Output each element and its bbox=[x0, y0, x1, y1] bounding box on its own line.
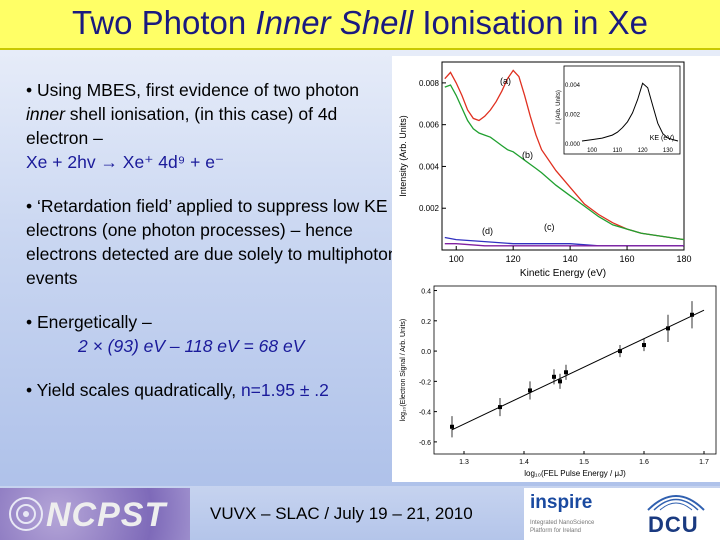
bullet-4-exponent: n=1.95 ± .2 bbox=[240, 380, 329, 400]
bullet-1: • Using MBES, first evidence of two phot… bbox=[26, 78, 398, 174]
bullet-list: • Using MBES, first evidence of two phot… bbox=[26, 78, 398, 422]
inspire-logo-text: inspire bbox=[530, 492, 593, 513]
dcu-logo-text: DCU bbox=[648, 512, 699, 537]
spectrum-x-tick-label-0: 100 bbox=[449, 254, 464, 264]
title-bar bbox=[0, 0, 720, 50]
figure-svg: 100 120 140 160 180 0.002 0.004 0.006 0.008 Kinet… bbox=[398, 61, 717, 478]
scatter-x-axis-label: log₁₀(FEL Pulse Energy / μJ) bbox=[524, 469, 626, 478]
dcu-arc-icon bbox=[647, 495, 705, 511]
scatter-x-tick-label-3: 1.6 bbox=[639, 459, 649, 466]
scatter-point-1 bbox=[498, 405, 502, 410]
spectrum-series-0 bbox=[444, 69, 685, 241]
inset-series-0 bbox=[581, 82, 679, 142]
scatter-point-2 bbox=[528, 388, 532, 393]
ncpst-logo: NCPST bbox=[0, 488, 190, 540]
inspire-subtitle-2: Platform for Ireland bbox=[530, 528, 582, 534]
scatter-x-tick-label-2: 1.5 bbox=[579, 459, 589, 466]
scatter-point-9 bbox=[690, 312, 694, 317]
spectrum-frame bbox=[441, 61, 685, 251]
spectrum-x-tick-label-3: 160 bbox=[620, 254, 635, 264]
scatter-x-tick-label-1: 1.4 bbox=[519, 459, 529, 466]
scatter-x-tick-label-4: 1.7 bbox=[699, 459, 709, 466]
inset-x-tick-label-3: 130 bbox=[663, 148, 674, 154]
scatter-point-4 bbox=[558, 379, 562, 384]
scatter-point-7 bbox=[642, 343, 646, 348]
inset-x-tick-label-1: 110 bbox=[613, 148, 623, 154]
spectrum-series-3 bbox=[444, 243, 684, 247]
bullet-3-head: • Energetically – bbox=[26, 312, 152, 332]
spectrum-annotation-2: (c) bbox=[544, 222, 555, 232]
spectrum-y-tick-label-3: 0.008 bbox=[419, 79, 440, 88]
slide-title: Two Photon Inner Shell Ionisation in Xe bbox=[0, 4, 720, 42]
spectrum-annotation-1: (b) bbox=[522, 150, 533, 160]
scatter-frame bbox=[433, 285, 717, 455]
figure-panel: 100 120 140 160 180 0.002 0.004 0.006 0.008 Kinet… bbox=[392, 56, 720, 482]
scatter-fit-line bbox=[451, 309, 705, 431]
conference-text: VUVX – SLAC / July 19 – 21, 2010 bbox=[210, 504, 473, 523]
inset-x-axis-label: KE (eV) bbox=[650, 135, 675, 142]
partner-logos: inspire Integrated NanoScience Platform … bbox=[524, 488, 720, 540]
spectrum-annotation-0: (a) bbox=[500, 76, 511, 86]
title-part-3: Ionisation in Xe bbox=[413, 4, 649, 41]
inspire-subtitle-1: Integrated NanoScience bbox=[530, 520, 595, 526]
scatter-y-axis-label: log₁₀(Electron Signal / Arb. Units) bbox=[400, 319, 407, 422]
scatter-y-tick-label-0: -0.6 bbox=[419, 440, 431, 447]
spectrum-x-axis-label: Kinetic Energy (eV) bbox=[520, 268, 606, 279]
scatter-point-5 bbox=[564, 370, 568, 375]
scatter-x-tick-label-0: 1.3 bbox=[459, 459, 469, 466]
bullet-3: • Energetically – 2 × (93) eV – 118 eV =… bbox=[26, 310, 398, 358]
scatter-point-0 bbox=[450, 424, 454, 429]
spectrum-series-1 bbox=[444, 84, 685, 241]
title-part-1: Two Photon bbox=[71, 4, 256, 41]
inset-y-tick-label-2: 0.004 bbox=[565, 83, 581, 89]
spectrum-series-2 bbox=[444, 236, 684, 247]
spectrum-x-tick-label-2: 140 bbox=[563, 254, 578, 264]
scatter-y-tick-label-1: -0.4 bbox=[419, 410, 431, 417]
bullet-1-inner: inner bbox=[26, 104, 65, 124]
ncpst-logo-text: NCPST bbox=[46, 496, 167, 534]
spectrum-annotation-3: (d) bbox=[482, 226, 493, 236]
bullet-1-text-b: shell ionisation, (in this case) of 4d e… bbox=[26, 104, 338, 148]
bullet-1-text-a: • Using MBES, first evidence of two phot… bbox=[26, 80, 359, 100]
spectrum-y-tick-label-2: 0.006 bbox=[419, 121, 440, 130]
scatter-y-tick-label-4: 0.2 bbox=[421, 319, 431, 326]
inset-y-tick-label-0: 0.000 bbox=[565, 142, 581, 148]
scatter-point-3 bbox=[552, 374, 556, 379]
inset-y-axis-label: I (Arb. Units) bbox=[556, 90, 562, 124]
inset-x-tick-label-2: 120 bbox=[638, 148, 649, 154]
bullet-4: • Yield scales quadratically, n=1.95 ± .… bbox=[26, 378, 398, 402]
inset-x-tick-label-0: 100 bbox=[587, 148, 598, 154]
title-part-2: Inner Shell bbox=[255, 4, 414, 41]
spectrum-x-tick-label-1: 120 bbox=[506, 254, 521, 264]
scatter-y-tick-label-3: 0.0 bbox=[421, 349, 431, 356]
scatter-point-6 bbox=[618, 349, 622, 354]
scatter-y-tick-label-2: -0.2 bbox=[419, 379, 431, 386]
spectrum-y-tick-label-1: 0.004 bbox=[419, 162, 440, 171]
bullet-4-text: • Yield scales quadratically, bbox=[26, 380, 241, 400]
spectrum-x-tick-label-4: 180 bbox=[676, 254, 691, 264]
ncpst-emblem-icon bbox=[9, 497, 43, 531]
bullet-2: • ‘Retardation field’ applied to suppres… bbox=[26, 196, 398, 288]
bullet-3-equation: 2 × (93) eV – 118 eV = 68 eV bbox=[78, 336, 305, 356]
spectrum-y-axis-label: Intensity (Arb. Units) bbox=[398, 115, 408, 197]
scatter-y-tick-label-5: 0.4 bbox=[421, 289, 431, 296]
bullet-1-equation: Xe + 2hv → Xe⁺ 4d⁹ + e⁻ bbox=[26, 152, 225, 172]
spectrum-y-tick-label-0: 0.002 bbox=[419, 204, 440, 213]
inset-frame bbox=[563, 65, 681, 155]
scatter-point-8 bbox=[666, 326, 670, 331]
inset-y-tick-label-1: 0.002 bbox=[565, 112, 581, 118]
